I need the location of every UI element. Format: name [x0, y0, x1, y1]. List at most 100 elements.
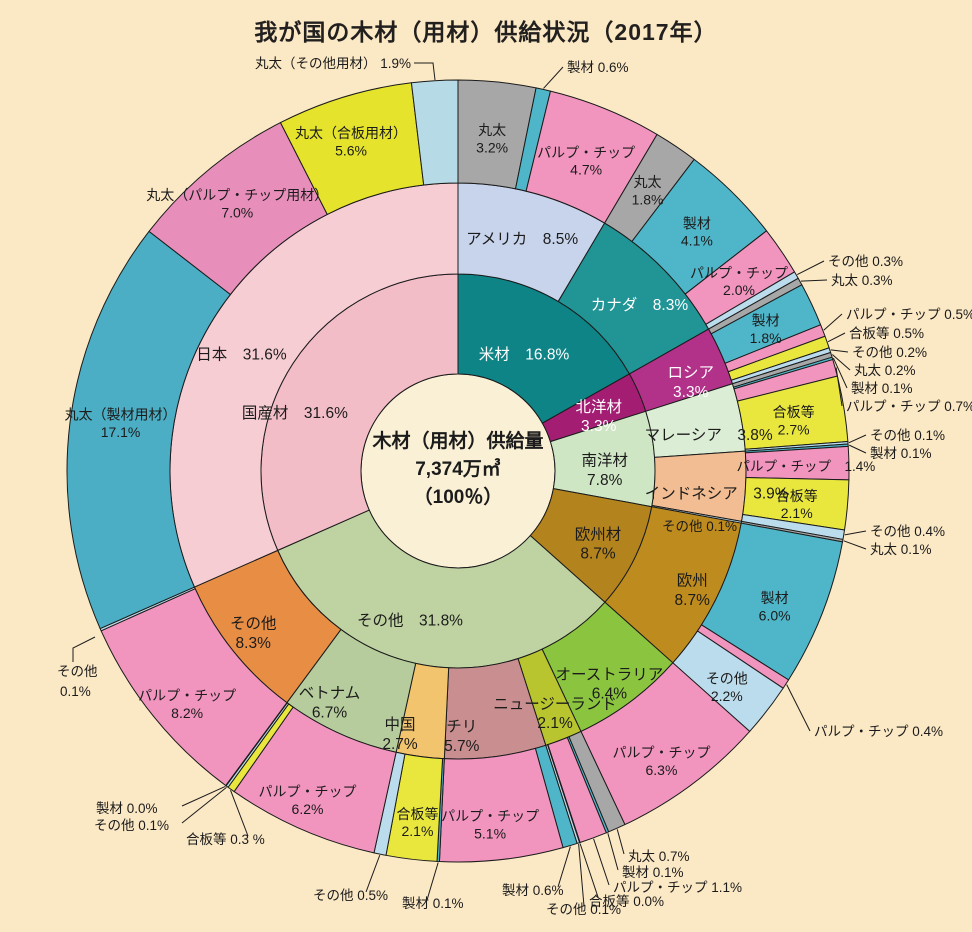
leader-mal-maruta	[831, 354, 851, 371]
chart-title: 我が国の木材（用材）供給状況（2017年）	[254, 19, 718, 45]
leader-jp-maruta-sonota	[414, 62, 436, 81]
label-eur-sonota: その他	[706, 670, 748, 686]
label-mal-seizai: 製材 0.1%	[851, 381, 913, 396]
leader-nz-seizai	[607, 833, 619, 871]
center-line-percent: （100％）	[413, 487, 503, 508]
leader-nz-pulp	[593, 838, 610, 886]
leader-rus-pulp	[823, 313, 843, 331]
label-nanyo-wood-pct: 7.8%	[587, 472, 623, 489]
leader-nz-maruta	[616, 829, 625, 855]
label-europe-wood-pct: 8.7%	[580, 546, 616, 563]
label-jp-maruta-seizai: 丸太（製材用材）	[65, 407, 177, 423]
label-russia-pct: 3.3%	[673, 384, 709, 401]
label-mal-sonota: その他 0.1%	[870, 428, 945, 443]
label-aus-pulp: パルプ・チップ	[612, 745, 710, 761]
label-usa-pulp-pct: 4.7%	[570, 162, 602, 178]
label-nz-gohan: 合板等 0.0%	[589, 893, 664, 909]
label-europe: 欧州	[677, 572, 708, 590]
label-vnm-seizai: 製材 0.0%	[96, 801, 158, 816]
label-eur-sonota-pct: 2.2%	[711, 688, 743, 704]
label-can-pulp: パルプ・チップ	[690, 265, 788, 281]
label-china-pct: 2.7%	[382, 736, 418, 753]
label-can-seizai: 製材	[683, 215, 711, 231]
label-nz-maruta: 丸太 0.7%	[628, 849, 690, 864]
label-jp-maruta-gohan: 丸太（合板用材）	[295, 125, 407, 141]
label-domestic-wood: 国産材 31.6%	[242, 404, 348, 422]
leader-chn-seizai	[426, 862, 439, 901]
leader-nz-gohan	[579, 843, 599, 898]
label-other-mid: その他	[230, 615, 277, 633]
label-mal-gohan-pct: 2.7%	[778, 421, 810, 437]
label-jp-maruta-pulp: 丸太（パルプ・チップ用材）	[146, 187, 328, 203]
label-australia: オーストラリア	[556, 667, 664, 684]
label-ind-sonota: その他 0.4%	[870, 524, 945, 539]
label-usa-maruta: 丸太	[478, 122, 506, 138]
leader-chl-seizai	[557, 846, 571, 888]
leader-eur-pulp	[786, 684, 811, 732]
leader-usa-seizai	[543, 66, 564, 89]
leader-nanyo-other-maruta	[843, 540, 867, 550]
label-rus-gohan: 合板等 0.5%	[849, 325, 924, 341]
label-vnm-pulp: パルプ・チップ	[259, 784, 357, 800]
label-europe-wood: 欧州材	[575, 525, 622, 543]
label-mal-maruta: 丸太 0.2%	[854, 363, 916, 378]
leader-vnm-gohan	[230, 790, 249, 837]
label-oth-sonota: その他	[57, 664, 98, 679]
label-rus-maruta: 丸太 0.3%	[831, 273, 893, 288]
label-usa-maruta-pct: 3.2%	[476, 139, 508, 155]
label-can-pulp-pct: 2.0%	[723, 282, 755, 298]
label-ind-seizai: 製材 0.1%	[870, 446, 932, 461]
center-label: 木材（用材）供給量 7,374万㎥ （100％）	[308, 428, 608, 512]
label-chn-gohan-pct: 2.1%	[402, 823, 434, 839]
label-new-zealand: ニュージーランド	[493, 696, 617, 713]
label-vnm-gohan: 合板等 0.3 %	[186, 831, 265, 847]
label-chn-seizai: 製材 0.1%	[402, 896, 464, 911]
label-jp-maruta-gohan-pct: 5.6%	[335, 142, 367, 158]
leader-ind-sonota	[844, 530, 867, 536]
label-vnm-pulp-pct: 6.2%	[292, 801, 324, 817]
leader-mal-sonota	[848, 434, 867, 444]
leader-can-sonota	[797, 260, 825, 276]
label-rus-pulp: パルプ・チップ 0.5%	[846, 307, 972, 322]
label-nz-pulp: パルプ・チップ 1.1%	[613, 880, 742, 895]
label-can-maruta-pct: 1.8%	[632, 191, 664, 207]
leader-rus-sonota	[830, 349, 849, 353]
label-japan: 日本 31.6%	[196, 346, 287, 364]
label-hokuyo-wood: 北洋材	[575, 398, 622, 416]
label-chn-sonota: その他 0.5%	[313, 888, 388, 903]
label-rus-seizai-pct: 1.8%	[750, 330, 782, 346]
leader-ind-seizai	[848, 444, 867, 454]
label-mal-gohan: 合板等	[773, 404, 815, 420]
label-new-zealand-pct: 2.1%	[537, 715, 573, 732]
label-chl-seizai: 製材 0.6%	[502, 883, 564, 898]
label-jp-maruta-sonota: 丸太（その他用材） 1.9%	[255, 56, 411, 71]
label-china: 中国	[385, 716, 416, 734]
label-can-maruta: 丸太	[634, 174, 662, 190]
label-russia: ロシア	[667, 365, 714, 382]
label-usa-seizai: 製材 0.6%	[567, 60, 629, 75]
label-malaysia: マレーシア 3.8%	[645, 427, 773, 444]
leader-chn-sonota	[365, 854, 381, 893]
center-line-volume: 7,374万㎥	[415, 459, 501, 480]
label-rus-sonota: その他 0.2%	[852, 345, 927, 360]
center-line-supply: 木材（用材）供給量	[372, 431, 544, 452]
label-europe-pct: 8.7%	[675, 592, 711, 609]
label-oth-pulp: パルプ・チップ	[138, 687, 236, 703]
label-australia-pct: 6.4%	[592, 686, 628, 703]
label-ind-gohan: 合板等	[776, 488, 818, 504]
label-oth-pulp-pct: 8.2%	[171, 705, 203, 721]
label-canada: カナダ 8.3%	[591, 296, 689, 314]
label-nz-sonota: その他 0.1%	[546, 902, 621, 917]
leader-rus-maruta	[800, 279, 828, 282]
label-can-sonota: その他 0.3%	[828, 254, 903, 269]
label-ind-pulp: パルプ・チップ 1.4%	[737, 459, 876, 474]
label-indonesia: インドネシア 3.9%	[645, 484, 789, 502]
label-vietnam-pct: 6.7%	[312, 704, 348, 721]
leader-mal-seizai	[832, 357, 848, 389]
label-hokuyo-wood-pct: 3.3%	[581, 418, 617, 435]
label-jp-maruta-seizai-pct: 17.1%	[101, 424, 141, 440]
label-other-mid-pct: 8.3%	[236, 635, 272, 652]
